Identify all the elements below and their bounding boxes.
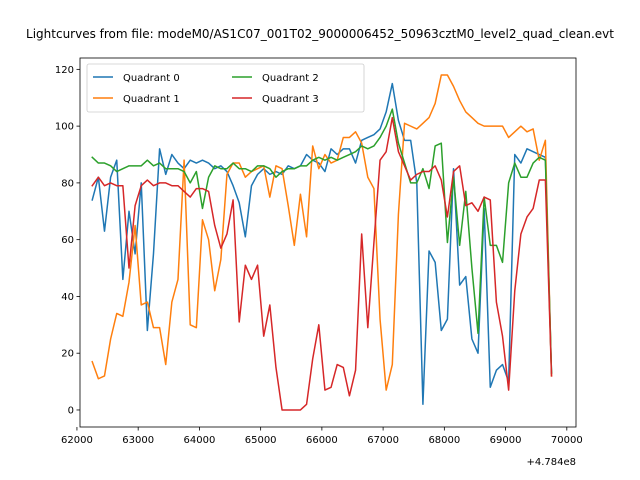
legend-frame: [86, 63, 365, 113]
series-line-quadrant-1: [91, 74, 553, 391]
x-tick-label: 69000: [490, 435, 522, 446]
x-tick-label: 65000: [245, 435, 277, 446]
x-tick-label: 62000: [61, 435, 93, 446]
x-axis: 62000 63000 64000 65000 66000 67000 68000 69000…: [61, 427, 583, 446]
series-line-quadrant-2: [91, 108, 553, 374]
legend-label-quadrant-2: Quadrant 2: [262, 73, 319, 84]
x-tick-label: 66000: [306, 435, 338, 446]
y-tick-label: 40: [61, 292, 74, 303]
series-layer: [91, 74, 553, 411]
x-axis-offset-label: +4.784e8: [526, 457, 576, 468]
legend-label-quadrant-0: Quadrant 0: [123, 73, 180, 84]
x-tick-label: 63000: [122, 435, 154, 446]
x-tick-label: 68000: [428, 435, 460, 446]
y-tick-label: 80: [61, 178, 74, 189]
chart-title: Lightcurves from file: modeM0/AS1C07_001…: [26, 27, 614, 41]
y-tick-label: 60: [61, 235, 74, 246]
y-tick-label: 120: [55, 65, 74, 76]
x-tick-label: 64000: [184, 435, 216, 446]
series-line-quadrant-0: [91, 82, 553, 406]
x-tick-label: 70000: [551, 435, 583, 446]
legend-label-quadrant-1: Quadrant 1: [123, 94, 180, 105]
legend-label-quadrant-3: Quadrant 3: [262, 94, 319, 105]
y-tick-label: 0: [68, 405, 74, 416]
legend: Quadrant 0 Quadrant 1 Quadrant 2 Quadrant 3: [86, 63, 365, 113]
y-axis: 0 20 40 60 80 100 120: [55, 65, 80, 416]
plot-frame: [79, 57, 577, 428]
y-tick-label: 100: [55, 122, 74, 133]
series-line-quadrant-3: [91, 116, 553, 411]
x-tick-label: 67000: [367, 435, 399, 446]
y-tick-label: 20: [61, 349, 74, 360]
